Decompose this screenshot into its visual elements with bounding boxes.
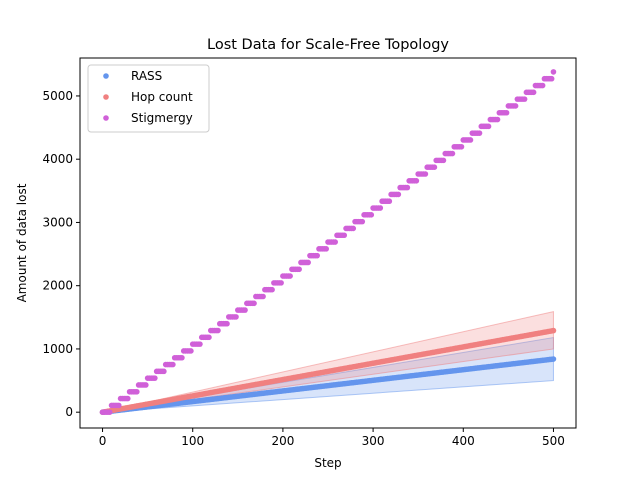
point xyxy=(296,266,302,273)
point xyxy=(550,327,557,334)
point xyxy=(485,123,492,130)
y-tick-label: 1000 xyxy=(42,342,73,356)
y-tick-label: 2000 xyxy=(42,279,73,293)
point xyxy=(440,157,447,164)
point xyxy=(530,89,537,96)
point xyxy=(341,232,348,239)
point xyxy=(494,116,501,123)
point xyxy=(260,293,266,300)
point xyxy=(161,368,167,375)
series-2-points xyxy=(99,69,557,415)
y-tick-label: 0 xyxy=(65,405,73,419)
point xyxy=(395,191,402,198)
point xyxy=(332,239,339,245)
legend-label-0: RASS xyxy=(131,69,162,83)
point xyxy=(323,246,329,252)
point xyxy=(224,320,230,327)
point xyxy=(269,286,275,293)
point xyxy=(170,361,176,368)
point xyxy=(404,184,411,191)
point xyxy=(422,171,429,177)
x-tick-label: 400 xyxy=(452,434,475,448)
point xyxy=(377,205,384,211)
point xyxy=(134,388,140,395)
legend-marker-2 xyxy=(103,115,109,121)
legend-marker-1 xyxy=(103,94,109,100)
legend-label-2: Stigmergy xyxy=(131,111,193,125)
point xyxy=(124,395,131,402)
x-axis-ticks: 0 100 200 300 400 500 xyxy=(99,428,565,448)
legend-marker-0 xyxy=(103,73,109,79)
data-points xyxy=(99,69,557,415)
point xyxy=(458,143,465,150)
point xyxy=(359,218,366,225)
y-axis-ticks: 0 1000 2000 3000 4000 5000 xyxy=(42,89,80,419)
chart-title: Lost Data for Scale-Free Topology xyxy=(207,37,449,53)
legend-label-1: Hop count xyxy=(131,90,193,104)
point xyxy=(467,137,474,143)
point xyxy=(521,96,528,102)
point xyxy=(550,69,557,75)
point xyxy=(314,252,320,259)
point xyxy=(106,409,113,415)
x-tick-label: 500 xyxy=(542,434,565,448)
point xyxy=(305,259,311,266)
point xyxy=(197,341,203,347)
point xyxy=(431,164,438,170)
point xyxy=(287,273,293,279)
point xyxy=(350,225,357,232)
y-tick-label: 3000 xyxy=(42,215,73,229)
x-tick-label: 100 xyxy=(181,434,204,448)
point xyxy=(242,307,248,313)
point xyxy=(413,178,420,184)
plot-area-frame xyxy=(79,57,577,429)
series-1-points xyxy=(99,327,557,415)
point xyxy=(368,212,375,218)
point xyxy=(251,300,257,307)
point xyxy=(512,103,519,109)
point xyxy=(503,109,510,116)
point xyxy=(115,402,122,409)
point xyxy=(449,150,456,157)
point xyxy=(188,348,194,354)
point xyxy=(143,382,149,388)
point xyxy=(278,280,284,286)
point xyxy=(179,354,185,361)
point xyxy=(152,375,158,381)
point xyxy=(233,314,239,320)
x-tick-label: 0 xyxy=(99,434,107,448)
point xyxy=(539,82,546,89)
point xyxy=(386,198,393,205)
point xyxy=(206,334,212,341)
point xyxy=(476,130,483,136)
legend: RASS Hop count Stigmergy xyxy=(87,64,210,133)
y-axis-label: Amount of data lost xyxy=(15,183,29,302)
point xyxy=(548,75,555,82)
legend-box xyxy=(87,64,210,133)
point xyxy=(550,356,557,362)
y-tick-label: 5000 xyxy=(42,89,73,103)
point xyxy=(215,327,221,334)
x-tick-label: 200 xyxy=(271,434,294,448)
x-axis-label: Step xyxy=(314,456,341,470)
y-tick-label: 4000 xyxy=(42,152,73,166)
x-tick-label: 300 xyxy=(362,434,385,448)
